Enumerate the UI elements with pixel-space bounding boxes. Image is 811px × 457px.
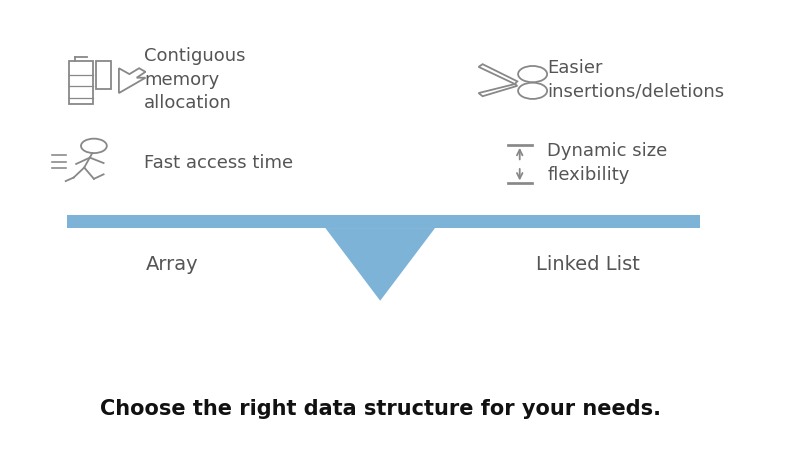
Text: Easier
insertions/deletions: Easier insertions/deletions <box>547 58 723 101</box>
Text: Contiguous
memory
allocation: Contiguous memory allocation <box>144 47 245 112</box>
Text: Linked List: Linked List <box>534 255 638 274</box>
Text: Fast access time: Fast access time <box>144 154 293 172</box>
Text: Dynamic size
flexibility: Dynamic size flexibility <box>547 142 667 184</box>
Bar <box>97 61 111 89</box>
Polygon shape <box>325 228 435 301</box>
Bar <box>67 215 700 228</box>
Text: Choose the right data structure for your needs.: Choose the right data structure for your… <box>100 399 660 419</box>
Text: Array: Array <box>146 255 198 274</box>
Bar <box>69 61 93 104</box>
